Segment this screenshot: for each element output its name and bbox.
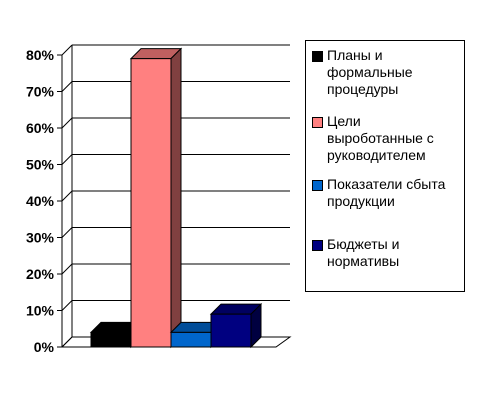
legend-label-sales: Показатели сбыта продукции xyxy=(327,176,446,209)
tick-label: 30% xyxy=(26,230,55,246)
gridline-side xyxy=(61,154,73,165)
legend-item-plans: Планы и формальные процедуры xyxy=(312,47,460,98)
legend-label-plans: Планы и формальные процедуры xyxy=(327,47,413,97)
legend-item-goals: Цели выроботанные с руководителем xyxy=(312,113,460,164)
gridline-side xyxy=(61,190,73,202)
gridline-side xyxy=(61,336,73,348)
legend-swatch-goals xyxy=(312,117,323,128)
tick-label: 80% xyxy=(26,47,55,63)
tick-label: 10% xyxy=(26,303,55,319)
bar-front xyxy=(90,331,132,348)
bar-front xyxy=(130,58,172,348)
bar-front xyxy=(170,331,212,348)
gridline-side xyxy=(61,300,73,311)
bar-side xyxy=(170,47,182,349)
tick-label: 20% xyxy=(26,266,55,282)
tick-label: 0% xyxy=(34,339,55,355)
legend-swatch-plans xyxy=(312,51,323,62)
gridline-side xyxy=(61,227,73,238)
tick-label: 70% xyxy=(26,84,55,100)
gridline-side xyxy=(61,81,73,92)
bars xyxy=(89,47,263,349)
legend: Планы и формальные процедуры Цели выробо… xyxy=(305,40,465,292)
bar xyxy=(129,47,183,349)
gridline-side xyxy=(61,117,73,129)
bar xyxy=(209,302,263,349)
bar xyxy=(169,321,223,349)
legend-item-sales: Показатели сбыта продукции xyxy=(312,176,460,210)
legend-label-budgets: Бюджеты и нормативы xyxy=(327,236,400,269)
gridline-side xyxy=(61,263,73,275)
gridline-side xyxy=(61,44,73,56)
bar-front xyxy=(210,313,252,348)
legend-label-goals: Цели выроботанные с руководителем xyxy=(327,113,434,163)
tick-label: 60% xyxy=(26,120,55,136)
legend-swatch-budgets xyxy=(312,240,323,251)
tick-label: 50% xyxy=(26,157,55,173)
legend-item-budgets: Бюджеты и нормативы xyxy=(312,236,460,270)
tick-label: 40% xyxy=(26,193,55,209)
legend-swatch-sales xyxy=(312,180,323,191)
value-axis: 0% 10% 20% 30% 40% 50% 60% 70% 80% xyxy=(26,47,63,355)
